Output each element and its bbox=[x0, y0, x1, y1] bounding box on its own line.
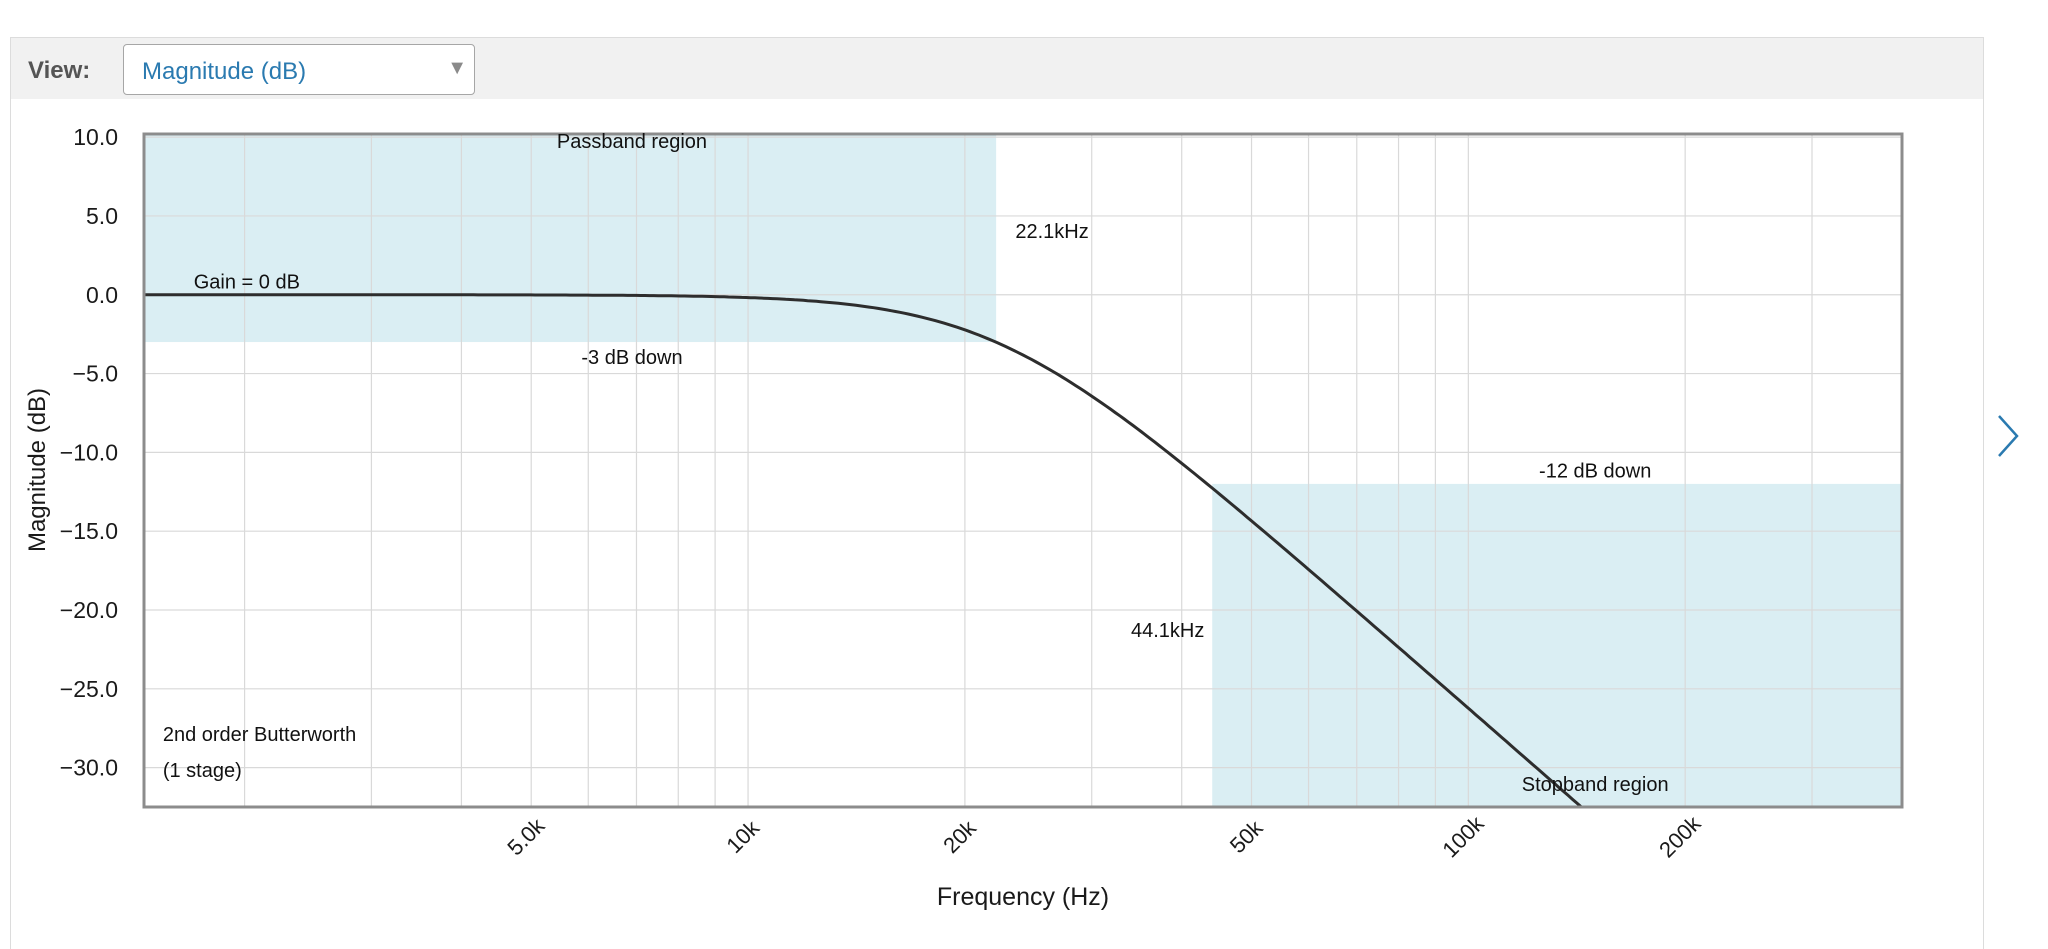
chart-annotation: Gain = 0 dB bbox=[194, 271, 300, 293]
y-tick-label: −20.0 bbox=[60, 597, 118, 623]
chart-annotation: 2nd order Butterworth bbox=[163, 724, 356, 746]
stopband-region bbox=[1212, 483, 1902, 807]
triangle-down-icon: ▼ bbox=[447, 57, 467, 79]
y-tick-label: 5.0 bbox=[86, 203, 118, 229]
x-axis-title: Frequency (Hz) bbox=[937, 883, 1109, 911]
chart-annotation: Passband region bbox=[557, 131, 707, 153]
y-tick-label: −30.0 bbox=[60, 755, 118, 781]
chart-annotation: 22.1kHz bbox=[1015, 221, 1088, 243]
y-tick-label: 0.0 bbox=[86, 282, 118, 308]
x-tick-label: 50k bbox=[1225, 815, 1268, 858]
x-tick-label: 200k bbox=[1654, 810, 1706, 862]
x-tick-label: 10k bbox=[721, 815, 764, 858]
response-curve bbox=[144, 293, 1586, 809]
view-toolbar: View: Magnitude (dB) ▼ bbox=[11, 38, 1983, 99]
chevron-right-icon bbox=[1998, 415, 2019, 457]
view-label: View: bbox=[28, 57, 91, 84]
chart-annotation: -12 dB down bbox=[1539, 461, 1651, 483]
y-axis-title: Magnitude (dB) bbox=[24, 388, 51, 552]
passband-region bbox=[144, 134, 997, 343]
y-tick-label: −10.0 bbox=[60, 439, 118, 465]
chart-annotation: Stopband region bbox=[1522, 774, 1669, 796]
chart-annotation: (1 stage) bbox=[163, 760, 242, 782]
chart-annotation: 44.1kHz bbox=[1131, 620, 1204, 642]
x-tick-label: 100k bbox=[1437, 810, 1489, 862]
y-tick-label: −5.0 bbox=[73, 361, 118, 387]
view-select-value: Magnitude (dB) bbox=[142, 58, 307, 85]
y-tick-label: −15.0 bbox=[60, 518, 118, 544]
y-tick-label: 10.0 bbox=[73, 124, 118, 150]
view-select[interactable]: Magnitude (dB) ▼ bbox=[123, 44, 475, 95]
y-tick-label: −25.0 bbox=[60, 676, 118, 702]
x-tick-label: 20k bbox=[938, 815, 981, 858]
next-button[interactable] bbox=[1988, 408, 2028, 464]
x-tick-label: 5.0k bbox=[502, 812, 550, 860]
chart-annotation: -3 dB down bbox=[581, 347, 682, 369]
plot-frame bbox=[142, 132, 1904, 809]
